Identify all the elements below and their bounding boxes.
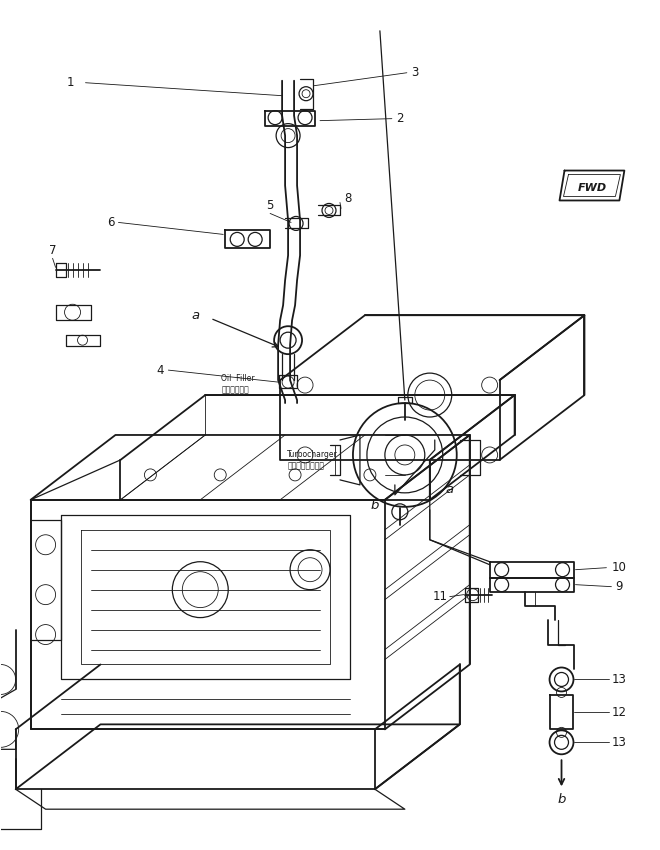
Text: 5: 5 bbox=[267, 199, 274, 212]
Text: オイルフィラ: オイルフィラ bbox=[221, 385, 249, 394]
Text: 13: 13 bbox=[612, 673, 627, 686]
Text: 3: 3 bbox=[411, 66, 418, 79]
Text: a: a bbox=[191, 309, 199, 322]
Text: 1: 1 bbox=[67, 76, 75, 89]
Text: b: b bbox=[557, 793, 566, 806]
Text: Turbocharger: Turbocharger bbox=[287, 450, 338, 459]
Text: 7: 7 bbox=[49, 244, 56, 257]
Text: FWD: FWD bbox=[578, 183, 607, 192]
Text: a: a bbox=[446, 484, 454, 496]
Text: 9: 9 bbox=[616, 581, 623, 593]
Text: 4: 4 bbox=[156, 364, 164, 377]
Text: 8: 8 bbox=[345, 192, 352, 205]
Text: ターボチャージャ: ターボチャージャ bbox=[287, 462, 324, 470]
Text: 2: 2 bbox=[396, 112, 404, 125]
Text: 11: 11 bbox=[432, 590, 447, 604]
Text: 6: 6 bbox=[107, 216, 114, 229]
Text: b: b bbox=[371, 499, 379, 513]
Text: 12: 12 bbox=[612, 706, 627, 719]
Text: 13: 13 bbox=[612, 736, 627, 749]
Text: 10: 10 bbox=[612, 561, 627, 575]
Text: Oil  Filler: Oil Filler bbox=[221, 374, 255, 382]
